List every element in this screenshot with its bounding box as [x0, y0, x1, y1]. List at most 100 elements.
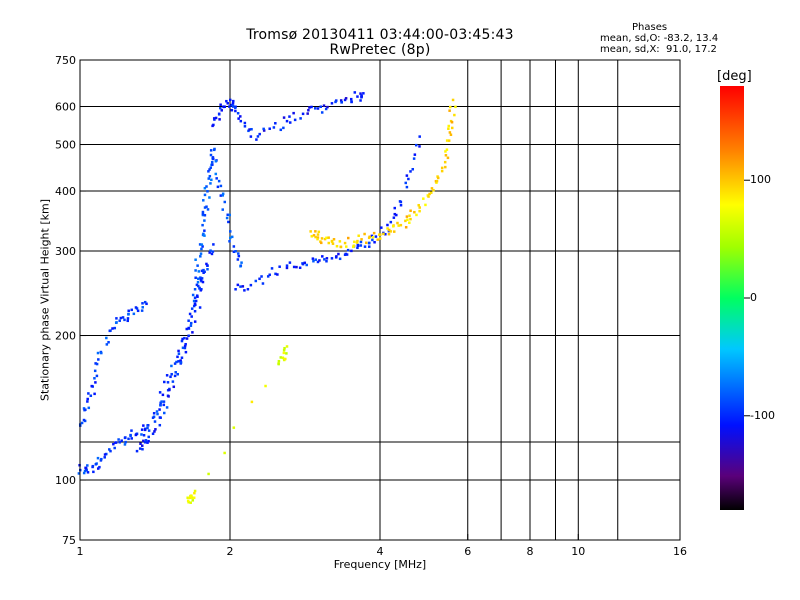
data-point [264, 384, 267, 388]
data-point [378, 237, 382, 240]
data-point [248, 128, 251, 131]
data-point [140, 309, 144, 312]
data-point [221, 208, 225, 211]
data-point [343, 253, 347, 257]
data-point [201, 245, 204, 248]
data-point [435, 181, 438, 184]
data-point [141, 306, 144, 309]
data-point [207, 177, 210, 180]
data-point [243, 121, 247, 125]
data-point [274, 122, 277, 125]
data-point [228, 105, 231, 108]
data-point [418, 135, 421, 138]
data-point [192, 496, 196, 500]
data-point [258, 277, 261, 281]
data-point [82, 471, 86, 475]
data-point [363, 232, 366, 236]
data-point [334, 100, 337, 104]
data-point [90, 384, 93, 388]
data-point [282, 126, 285, 130]
data-point [376, 238, 379, 241]
data-point [454, 105, 457, 109]
data-point [217, 179, 221, 183]
data-point [239, 264, 243, 267]
data-point [250, 127, 253, 131]
data-point [282, 116, 286, 119]
data-point [209, 166, 213, 169]
data-point [193, 320, 197, 323]
phase-stats-x: mean, sd,X: 91.0, 17.2 [600, 44, 717, 55]
data-point [409, 170, 412, 173]
data-point [199, 255, 202, 258]
data-point [262, 127, 265, 131]
data-point [198, 286, 201, 290]
data-point [136, 309, 140, 313]
data-point [347, 236, 350, 240]
data-point [327, 236, 330, 239]
x-tick-label: 8 [527, 545, 534, 558]
data-point [436, 175, 439, 178]
data-point [114, 321, 118, 325]
axis-ticks: 1 2 4 6 8 10 16 75 100 200 300 400 500 600 750 [55, 54, 687, 558]
data-point [146, 424, 149, 427]
data-point [185, 337, 189, 340]
data-point [444, 165, 447, 169]
data-point [180, 356, 184, 359]
data-point [312, 234, 316, 237]
data-point [109, 449, 112, 453]
data-point [285, 264, 289, 267]
data-point [262, 129, 266, 132]
data-point [415, 213, 418, 217]
data-point [210, 160, 214, 164]
data-point [86, 397, 89, 401]
data-point [223, 451, 226, 455]
data-point [408, 214, 411, 217]
data-point [309, 230, 312, 233]
data-point [219, 184, 223, 188]
data-point [141, 447, 144, 451]
data-point [448, 109, 451, 112]
data-point [82, 407, 86, 410]
data-point [203, 234, 206, 237]
data-point [169, 375, 172, 379]
data-point [272, 126, 276, 129]
data-point [103, 456, 106, 459]
phase-stats-o: mean, sd,O: -83.2, 13.4 [600, 33, 719, 44]
data-point [94, 362, 97, 365]
data-point [278, 265, 281, 268]
data-point [95, 362, 99, 366]
data-point [151, 416, 155, 419]
data-point [412, 157, 416, 160]
data-point [192, 304, 196, 308]
data-point [95, 374, 99, 378]
x-tick-label: 2 [227, 545, 234, 558]
data-point [199, 252, 203, 255]
x-tick-label: 10 [571, 545, 585, 558]
data-point [239, 115, 242, 118]
data-point [320, 237, 324, 240]
data-point [405, 174, 409, 177]
data-point [105, 343, 109, 346]
data-point [353, 91, 357, 94]
data-point [327, 241, 331, 245]
data-point [203, 219, 206, 222]
data-point [100, 351, 103, 355]
data-point [181, 346, 185, 350]
data-point [220, 109, 223, 112]
data-point [350, 249, 353, 253]
data-point [205, 185, 208, 188]
data-point [247, 129, 250, 133]
data-point [219, 194, 223, 197]
data-point [407, 177, 410, 181]
data-point [409, 209, 412, 212]
data-point [362, 92, 365, 95]
data-point [285, 266, 289, 270]
data-point [158, 408, 161, 411]
data-point [370, 234, 374, 238]
data-point [395, 213, 398, 217]
data-point [198, 243, 202, 246]
colorbar-tick-label: 100 [750, 173, 771, 187]
data-point [393, 230, 396, 233]
data-point [85, 468, 88, 472]
data-point [177, 349, 180, 353]
